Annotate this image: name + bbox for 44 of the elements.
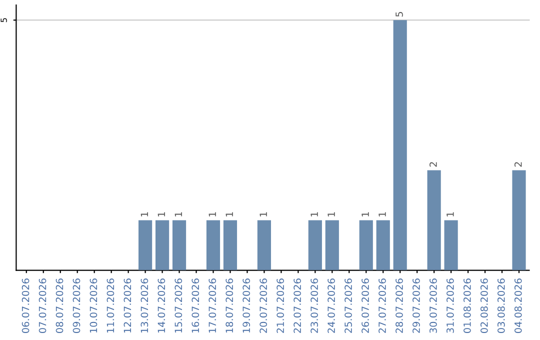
x-tick-label: 19.07.2026 (242, 278, 250, 333)
x-tick-label: 01.08.2026 (464, 278, 471, 333)
x-tick-label: 26.07.2026 (362, 278, 369, 333)
data-label: 1 (446, 212, 454, 216)
data-label: 1 (158, 212, 165, 216)
data-label: 1 (208, 212, 216, 216)
x-tick-label: 14.07.2026 (158, 278, 166, 333)
x-tick-label: 18.07.2026 (226, 278, 234, 333)
data-label: 1 (328, 212, 335, 216)
x-tick-label: 22.07.2026 (294, 278, 301, 333)
x-tick-label: 13.07.2026 (140, 278, 148, 333)
x-tick-label: 08.07.2026 (56, 278, 64, 333)
x-tick-label: 17.07.2026 (208, 278, 216, 333)
x-tick-label: 28.07.2026 (396, 278, 403, 333)
x-tick-label: 03.08.2026 (497, 278, 505, 333)
data-label: 1 (140, 212, 148, 216)
data-label: 1 (260, 212, 267, 216)
data-label: 2 (430, 162, 437, 167)
x-tick-label: 23.07.2026 (310, 278, 318, 333)
x-tick-label: 15.07.2026 (174, 278, 182, 333)
x-tick-label: 30.07.2026 (430, 278, 437, 333)
x-tick-label: 16.07.2026 (192, 278, 200, 333)
x-tick-label: 20.07.2026 (260, 278, 268, 333)
x-tick-label: 06.07.2026 (22, 278, 30, 333)
x-tick-label: 25.07.2026 (344, 278, 352, 333)
data-label: 5 (396, 12, 403, 17)
x-tick-label: 24.07.2026 (328, 278, 335, 333)
data-label: 1 (378, 212, 386, 216)
x-tick-label: 02.08.2026 (480, 278, 488, 333)
x-tick-label: 07.07.2026 (38, 278, 46, 333)
x-tick-label: 29.07.2026 (412, 278, 420, 333)
data-label: 1 (174, 212, 182, 216)
x-tick-label: 10.07.2026 (90, 278, 98, 333)
data-label: 2 (514, 162, 522, 167)
x-tick-label: 12.07.2026 (124, 278, 132, 333)
x-tick-label: 31.07.2026 (446, 278, 454, 333)
data-label: 1 (226, 212, 233, 216)
x-tick-label: 27.07.2026 (378, 278, 386, 333)
data-label: 1 (310, 212, 318, 216)
x-tick-label: 11.07.2026 (106, 278, 114, 333)
x-tick-label: 21.07.2026 (276, 278, 284, 333)
x-tick-label: 04.08.2026 (514, 278, 522, 333)
data-label: 1 (362, 212, 369, 216)
x-tick-label: 09.07.2026 (72, 278, 80, 333)
